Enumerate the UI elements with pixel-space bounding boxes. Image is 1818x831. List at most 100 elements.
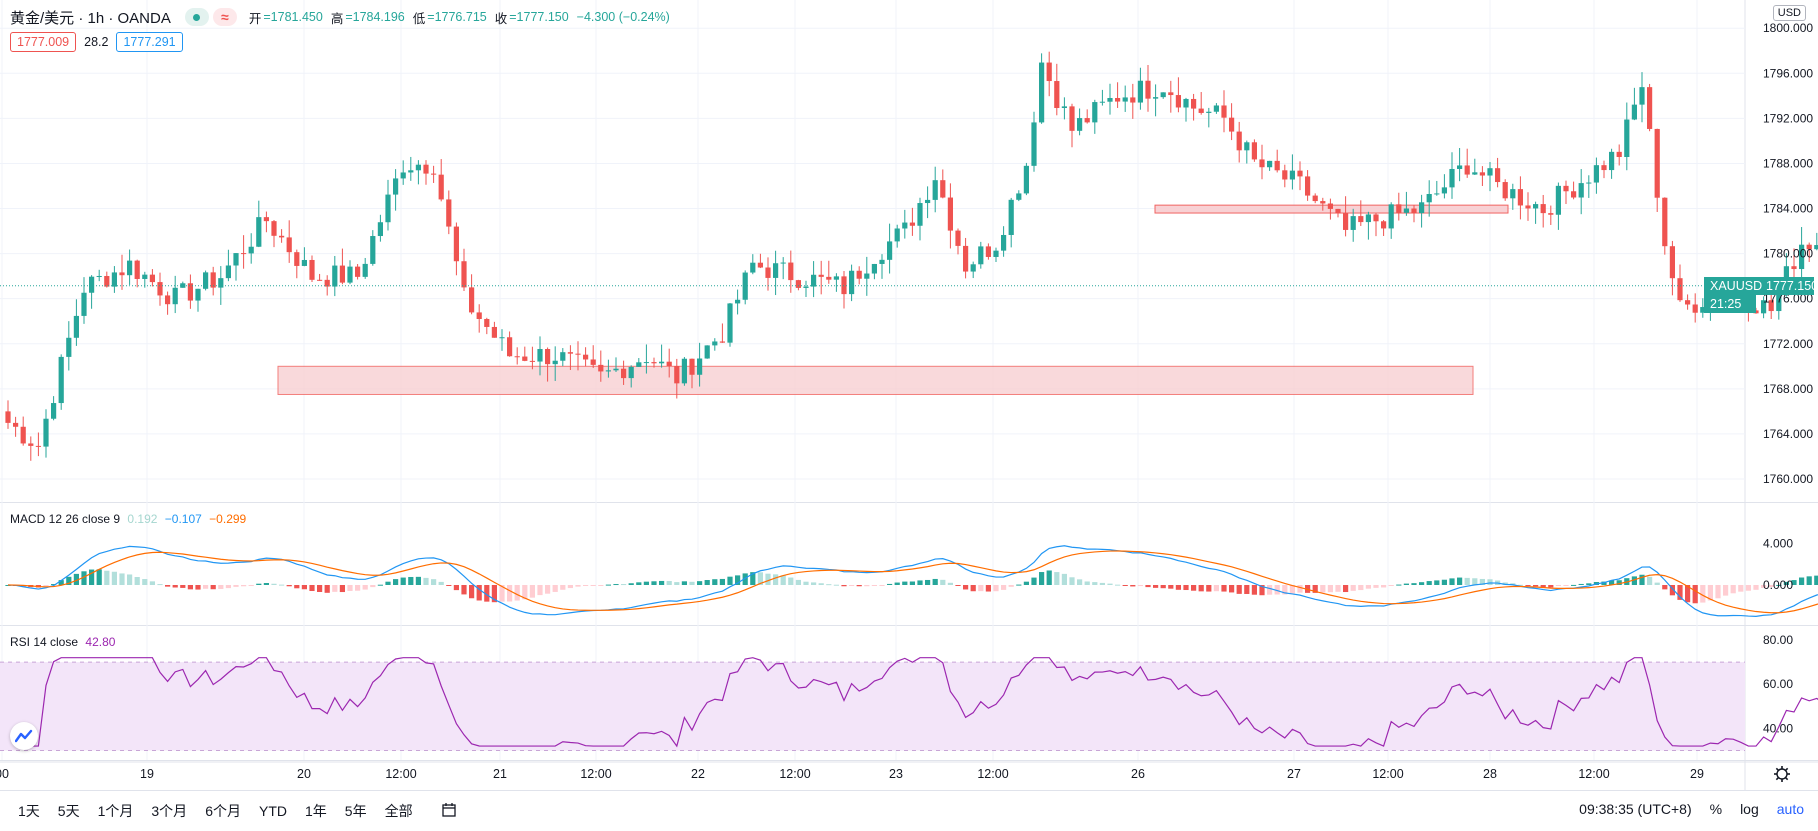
macd-histogram-bar [104,570,110,585]
price-tick-label: 1764.000 [1763,427,1813,441]
range-5d[interactable]: 5天 [57,803,80,819]
candle-body [370,236,376,264]
macd-histogram-bar [271,583,277,585]
goto-date-icon[interactable] [441,802,457,821]
time-tick-label: 12:00 [385,767,416,781]
candle-body [719,341,725,343]
bid-button[interactable]: 1777.009 [10,32,77,52]
approx-icon: ≈ [212,8,237,26]
candle-body [537,349,543,362]
candle-body [43,418,49,447]
candle-body [149,274,155,283]
range-all[interactable]: 全部 [384,803,413,819]
time-tick-label: 26 [1131,767,1145,781]
candle-body [1107,98,1113,102]
open-label: 开 [248,11,262,26]
symbol-title[interactable]: 黄金/美元 · 1h · OANDA [10,9,171,27]
candle-body [651,362,657,364]
candle-body [1677,278,1683,301]
candle-body [1244,142,1250,151]
candle-body [1077,118,1083,131]
log-toggle[interactable]: log [1740,801,1759,817]
macd-histogram-bar [1502,582,1508,585]
macd-histogram-bar [446,585,452,586]
range-5y[interactable]: 5年 [344,803,367,819]
macd-histogram-bar [1198,585,1204,592]
candle-body [1669,246,1675,279]
macd-histogram-bar [659,580,665,585]
candle-body [689,358,695,375]
macd-histogram-bar [256,583,262,585]
time-tick-label: 12:00 [1578,767,1609,781]
clock-time[interactable]: 09:38:35 (UTC+8) [1579,801,1692,817]
settings-gear-icon[interactable] [1774,766,1790,782]
candle-body [1426,194,1432,203]
candle-body [499,337,505,339]
macd-signal-value: −0.299 [209,512,247,526]
candle-body [400,172,406,179]
candle-body [1487,168,1493,176]
candle-body [1282,170,1288,180]
candle-body [697,358,703,375]
macd-histogram-bar [187,585,193,590]
macd-histogram-bar [1563,585,1569,586]
candle-body [1145,80,1151,99]
candle-body [727,303,733,343]
candle-body [1358,216,1364,223]
macd-histogram-bar [841,585,847,587]
macd-histogram-bar [560,585,566,590]
rsi-tick-label: 40.00 [1763,721,1793,735]
auto-toggle[interactable]: auto [1776,801,1804,817]
macd-histogram-bar [970,585,976,592]
candle-body [476,312,482,319]
macd-histogram-bar [1381,585,1387,588]
gear-tooth [1775,767,1780,772]
percent-toggle[interactable]: % [1709,801,1723,817]
range-6m[interactable]: 6个月 [205,803,241,819]
macd-histogram-bar [963,585,969,590]
range-ytd[interactable]: YTD [258,803,287,819]
candle-body [279,235,285,238]
macd-histogram-bar [73,573,79,585]
price-tick-label: 1792.000 [1763,111,1813,125]
range-1d[interactable]: 1天 [18,803,40,819]
range-1y[interactable]: 1年 [304,803,327,819]
rsi-title[interactable]: RSI 14 close [10,635,79,649]
macd-histogram-bar [879,585,885,586]
range-1m[interactable]: 1个月 [97,803,134,819]
macd-histogram-bar [757,572,763,585]
rsi-line [15,657,1818,748]
macd-histogram-bar [1715,585,1721,599]
candle-body [195,288,201,301]
macd-histogram-bar [1799,577,1805,585]
macd-histogram-bar [1510,583,1516,585]
macd-histogram-bar [1191,585,1197,591]
macd-histogram-bar [1776,584,1782,586]
macd-histogram-bar [1601,581,1607,585]
candle-body [1069,106,1075,131]
candle-body [1350,216,1356,230]
candle-body [826,276,832,280]
candle-body [1381,221,1387,229]
candle-body [1046,62,1052,82]
macd-histogram-bar [613,584,619,586]
macd-histogram-bar [263,582,269,585]
macd-histogram-bar [1153,585,1159,588]
currency-button[interactable]: USD [1772,5,1806,21]
candle-body [377,222,383,237]
ask-button[interactable]: 1777.291 [116,32,183,52]
candle-body [1563,185,1569,192]
macd-title[interactable]: MACD 12 26 close 9 [10,512,121,526]
macd-histogram-bar [96,569,102,585]
macd-histogram-bar [317,585,323,592]
macd-histogram-bar [423,577,429,585]
candle-body [1593,165,1599,183]
price-tick-label: 1776.000 [1763,292,1813,306]
candle-body [856,270,862,279]
tradingview-logo-icon[interactable] [10,722,38,750]
macd-histogram-bar [51,584,57,586]
range-3m[interactable]: 3个月 [151,803,188,819]
macd-histogram-bar [1039,572,1045,585]
macd-histogram-bar [674,582,680,585]
